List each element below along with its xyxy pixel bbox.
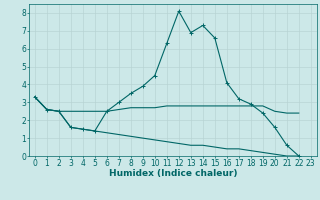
X-axis label: Humidex (Indice chaleur): Humidex (Indice chaleur) — [108, 169, 237, 178]
